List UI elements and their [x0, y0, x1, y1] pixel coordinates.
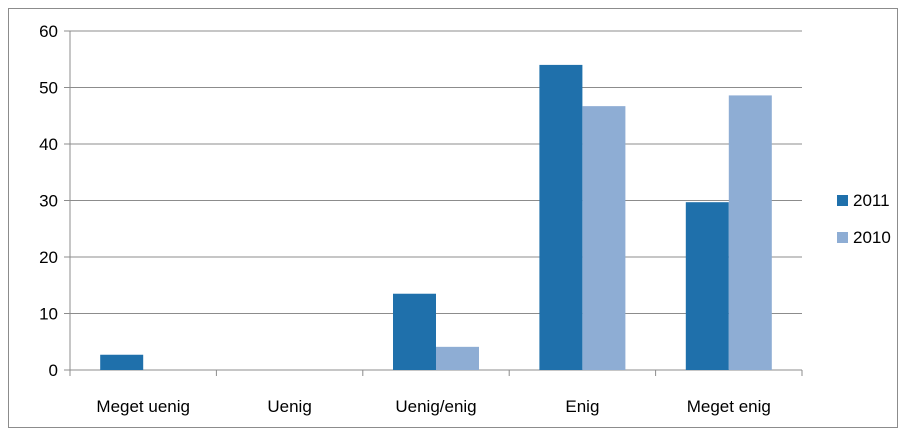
bar-2011-0	[100, 354, 144, 370]
x-tick-label: Meget uenig	[96, 397, 190, 416]
legend-label: 2010	[853, 228, 891, 247]
bar-2011-2	[393, 293, 436, 370]
y-tick-label: 60	[39, 22, 58, 41]
legend-label: 2011	[853, 191, 890, 210]
bar-2011-3	[539, 64, 583, 371]
bar-2010-2	[436, 346, 479, 370]
y-tick-label: 20	[39, 248, 58, 267]
bar-2011-4	[685, 202, 729, 370]
legend-swatch	[837, 232, 848, 243]
y-axis: 0 10 20 30 40 50 60	[39, 22, 71, 380]
gridlines	[70, 30, 802, 314]
y-tick-label: 50	[39, 79, 58, 98]
x-tick-label: Meget enig	[687, 397, 771, 416]
y-tick-label: 40	[39, 135, 58, 154]
x-tick-label: Enig	[565, 397, 599, 416]
x-tick-label: Uenig/enig	[395, 397, 476, 416]
x-tick-label: Uenig	[267, 397, 311, 416]
bar-2010-3	[582, 106, 626, 371]
legend: 2011 2010	[837, 191, 891, 247]
y-tick-label: 30	[39, 192, 58, 211]
y-tick-label: 10	[39, 305, 58, 324]
bars	[100, 64, 772, 371]
y-tick-label: 0	[49, 361, 58, 380]
x-axis: Meget uenig Uenig Uenig/enig Enig Meget enig	[69, 369, 803, 416]
legend-swatch	[837, 195, 848, 206]
bar-2010-4	[728, 95, 772, 370]
